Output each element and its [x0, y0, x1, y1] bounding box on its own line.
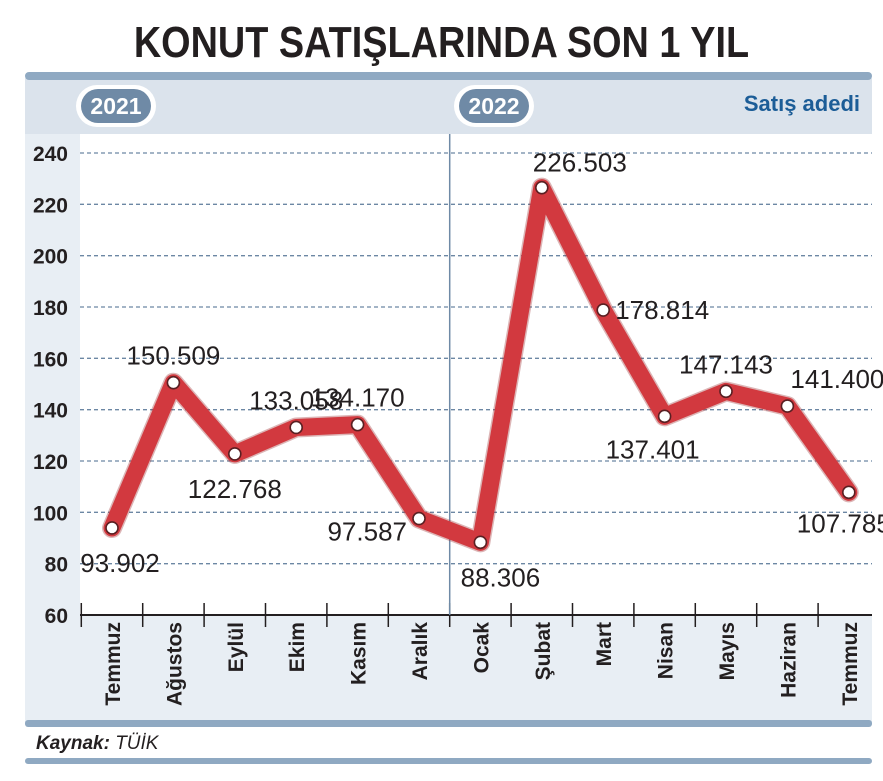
x-tick-label: Ekim — [286, 622, 309, 672]
data-label: 88.306 — [461, 562, 541, 592]
data-label: 93.902 — [80, 548, 160, 578]
unit-label: Satış adedi — [744, 91, 860, 116]
data-point — [534, 180, 549, 195]
footer-rule — [25, 758, 872, 764]
x-tick-label: Ağustos — [163, 622, 186, 706]
data-point — [719, 384, 733, 399]
data-label: 134.170 — [311, 383, 405, 413]
data-point — [596, 303, 611, 317]
data-point — [166, 375, 181, 390]
data-point — [105, 521, 119, 535]
x-tick-label: Nisan — [655, 622, 678, 679]
data-point — [228, 447, 242, 461]
data-label: 147.143 — [679, 349, 773, 379]
data-point — [841, 485, 856, 500]
x-tick-label: Mart — [593, 622, 616, 666]
data-point — [473, 535, 488, 550]
x-tick-label: Eylül — [225, 622, 248, 672]
year-badge: 2022 — [454, 85, 534, 127]
x-tick-label: Temmuz — [102, 622, 125, 706]
y-tick-label: 100 — [33, 502, 68, 525]
year-badge: 2021 — [76, 85, 156, 127]
source-note: Kaynak: TÜİK — [36, 733, 158, 755]
data-point — [350, 417, 365, 432]
x-tick-label: Temmuz — [839, 622, 862, 706]
data-point — [780, 399, 795, 413]
data-label: 107.785 — [797, 508, 883, 538]
x-tick-label: Kasım — [348, 622, 371, 685]
y-tick-label: 240 — [33, 143, 68, 166]
year-badge-fill — [459, 89, 529, 123]
data-label: 141.400 — [790, 364, 883, 394]
x-tick-label: Şubat — [532, 622, 555, 680]
year-badge-label: 2021 — [90, 93, 141, 119]
x-tick-label: Haziran — [777, 622, 800, 698]
data-label: 137.401 — [606, 434, 700, 464]
y-tick-label: 200 — [33, 246, 68, 269]
bottom-rule — [25, 720, 872, 727]
y-tick-label: 60 — [45, 605, 68, 628]
data-point — [657, 409, 672, 424]
data-label: 178.814 — [615, 295, 709, 325]
x-tick-label: Mayıs — [716, 622, 739, 680]
data-label: 97.587 — [327, 517, 407, 547]
year-badge-label: 2022 — [468, 93, 519, 119]
data-label: 150.509 — [126, 341, 220, 371]
y-tick-label: 160 — [33, 348, 68, 371]
data-label: 122.768 — [188, 474, 282, 504]
y-tick-label: 120 — [33, 451, 68, 474]
year-badge-fill — [81, 89, 151, 123]
data-label: 226.503 — [533, 148, 627, 178]
header-band — [25, 78, 872, 134]
top-rule — [25, 72, 872, 80]
y-tick-label: 140 — [33, 400, 68, 423]
chart-title: KONUT SATIŞLARINDA SON 1 YIL — [133, 18, 750, 67]
x-tick-label: Ocak — [470, 622, 493, 674]
y-tick-label: 180 — [33, 297, 68, 320]
data-point — [412, 511, 426, 526]
y-tick-label: 80 — [45, 554, 68, 577]
y-tick-label: 220 — [33, 194, 68, 217]
data-point — [289, 420, 304, 435]
source-label: Kaynak: — [36, 733, 110, 754]
data-label: 133.058 — [249, 385, 343, 415]
source-value: TÜİK — [115, 733, 159, 754]
x-tick-label: Aralık — [409, 622, 432, 681]
